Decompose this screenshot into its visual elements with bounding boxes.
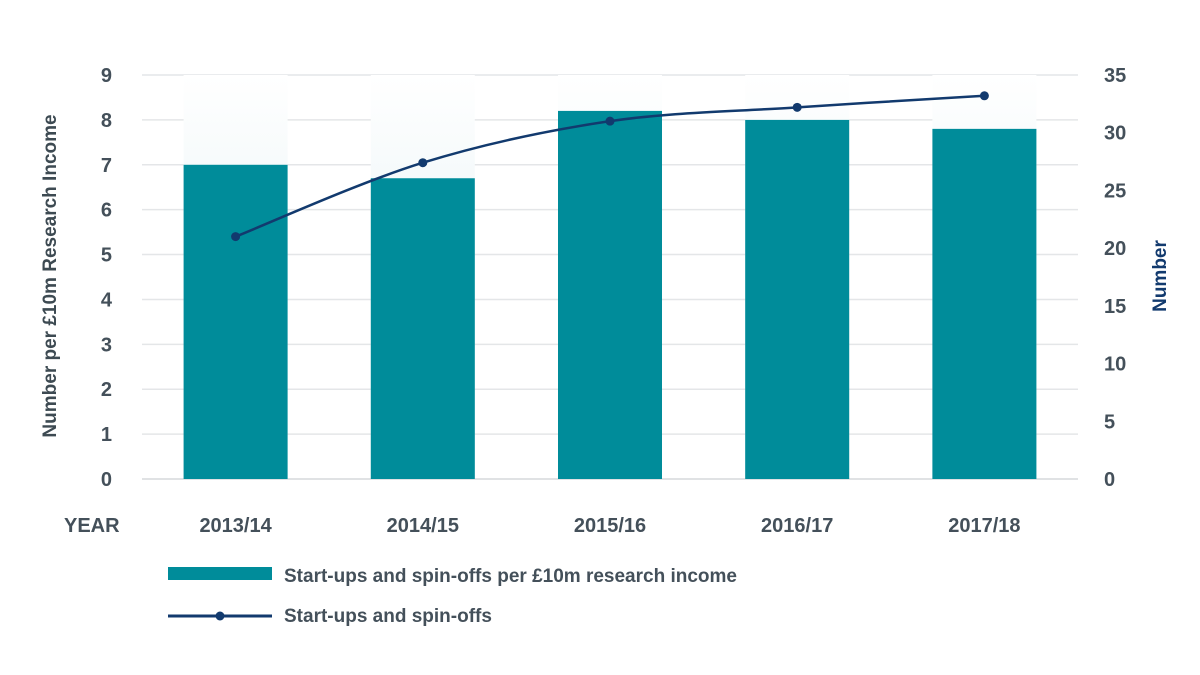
category-axis-label: YEAR	[64, 515, 120, 537]
left-axis-title: Number per £10m Research Income	[40, 114, 61, 437]
bar	[370, 178, 475, 479]
bar	[558, 110, 662, 480]
left-tick-label: 6	[101, 200, 112, 222]
left-tick-label: 5	[101, 245, 112, 267]
right-tick-label: 30	[1104, 123, 1126, 145]
left-tick-label: 8	[101, 110, 112, 132]
legend-line-label: Start-ups and spin-offs	[284, 606, 492, 627]
right-tick-label: 15	[1104, 296, 1126, 318]
right-axis-ticks: 0 5 10 15 20 25 30 35	[1104, 65, 1126, 491]
left-tick-label: 9	[101, 65, 112, 87]
legend-bar-label: Start-ups and spin-offs per £10m researc…	[284, 566, 737, 587]
legend-bar-swatch	[168, 567, 272, 580]
right-tick-label: 0	[1104, 469, 1115, 491]
line-series	[231, 91, 989, 242]
right-tick-label: 20	[1104, 238, 1126, 260]
line-point	[605, 116, 615, 126]
right-tick-label: 5	[1104, 411, 1115, 433]
category-label: 2014/15	[387, 515, 459, 537]
bars	[183, 110, 1037, 480]
right-tick-label: 35	[1104, 65, 1126, 87]
line-point	[231, 232, 241, 242]
line-point	[418, 158, 428, 168]
bar	[183, 164, 288, 479]
category-labels: 2013/14 2014/15 2015/16 2016/17 2017/18	[199, 515, 1020, 537]
legend-line-marker	[215, 611, 225, 621]
line-point	[792, 102, 802, 112]
bar	[932, 128, 1037, 479]
left-tick-label: 4	[101, 289, 113, 311]
category-label: 2016/17	[761, 515, 833, 537]
bar	[745, 119, 850, 479]
left-tick-label: 1	[101, 424, 112, 446]
left-tick-label: 2	[101, 379, 112, 401]
category-label: 2013/14	[199, 515, 272, 537]
left-axis-ticks: 0 1 2 3 4 5 6 7 8 9	[101, 65, 113, 491]
category-label: 2017/18	[948, 515, 1020, 537]
line-point	[979, 91, 989, 101]
category-label: 2015/16	[574, 515, 646, 537]
right-axis-title: Number	[1150, 240, 1171, 312]
left-tick-label: 0	[101, 469, 112, 491]
left-tick-label: 7	[101, 155, 112, 177]
right-tick-label: 10	[1104, 354, 1126, 376]
legend: Start-ups and spin-offs per £10m researc…	[168, 566, 737, 627]
right-tick-label: 25	[1104, 180, 1126, 202]
left-tick-label: 3	[101, 334, 112, 356]
